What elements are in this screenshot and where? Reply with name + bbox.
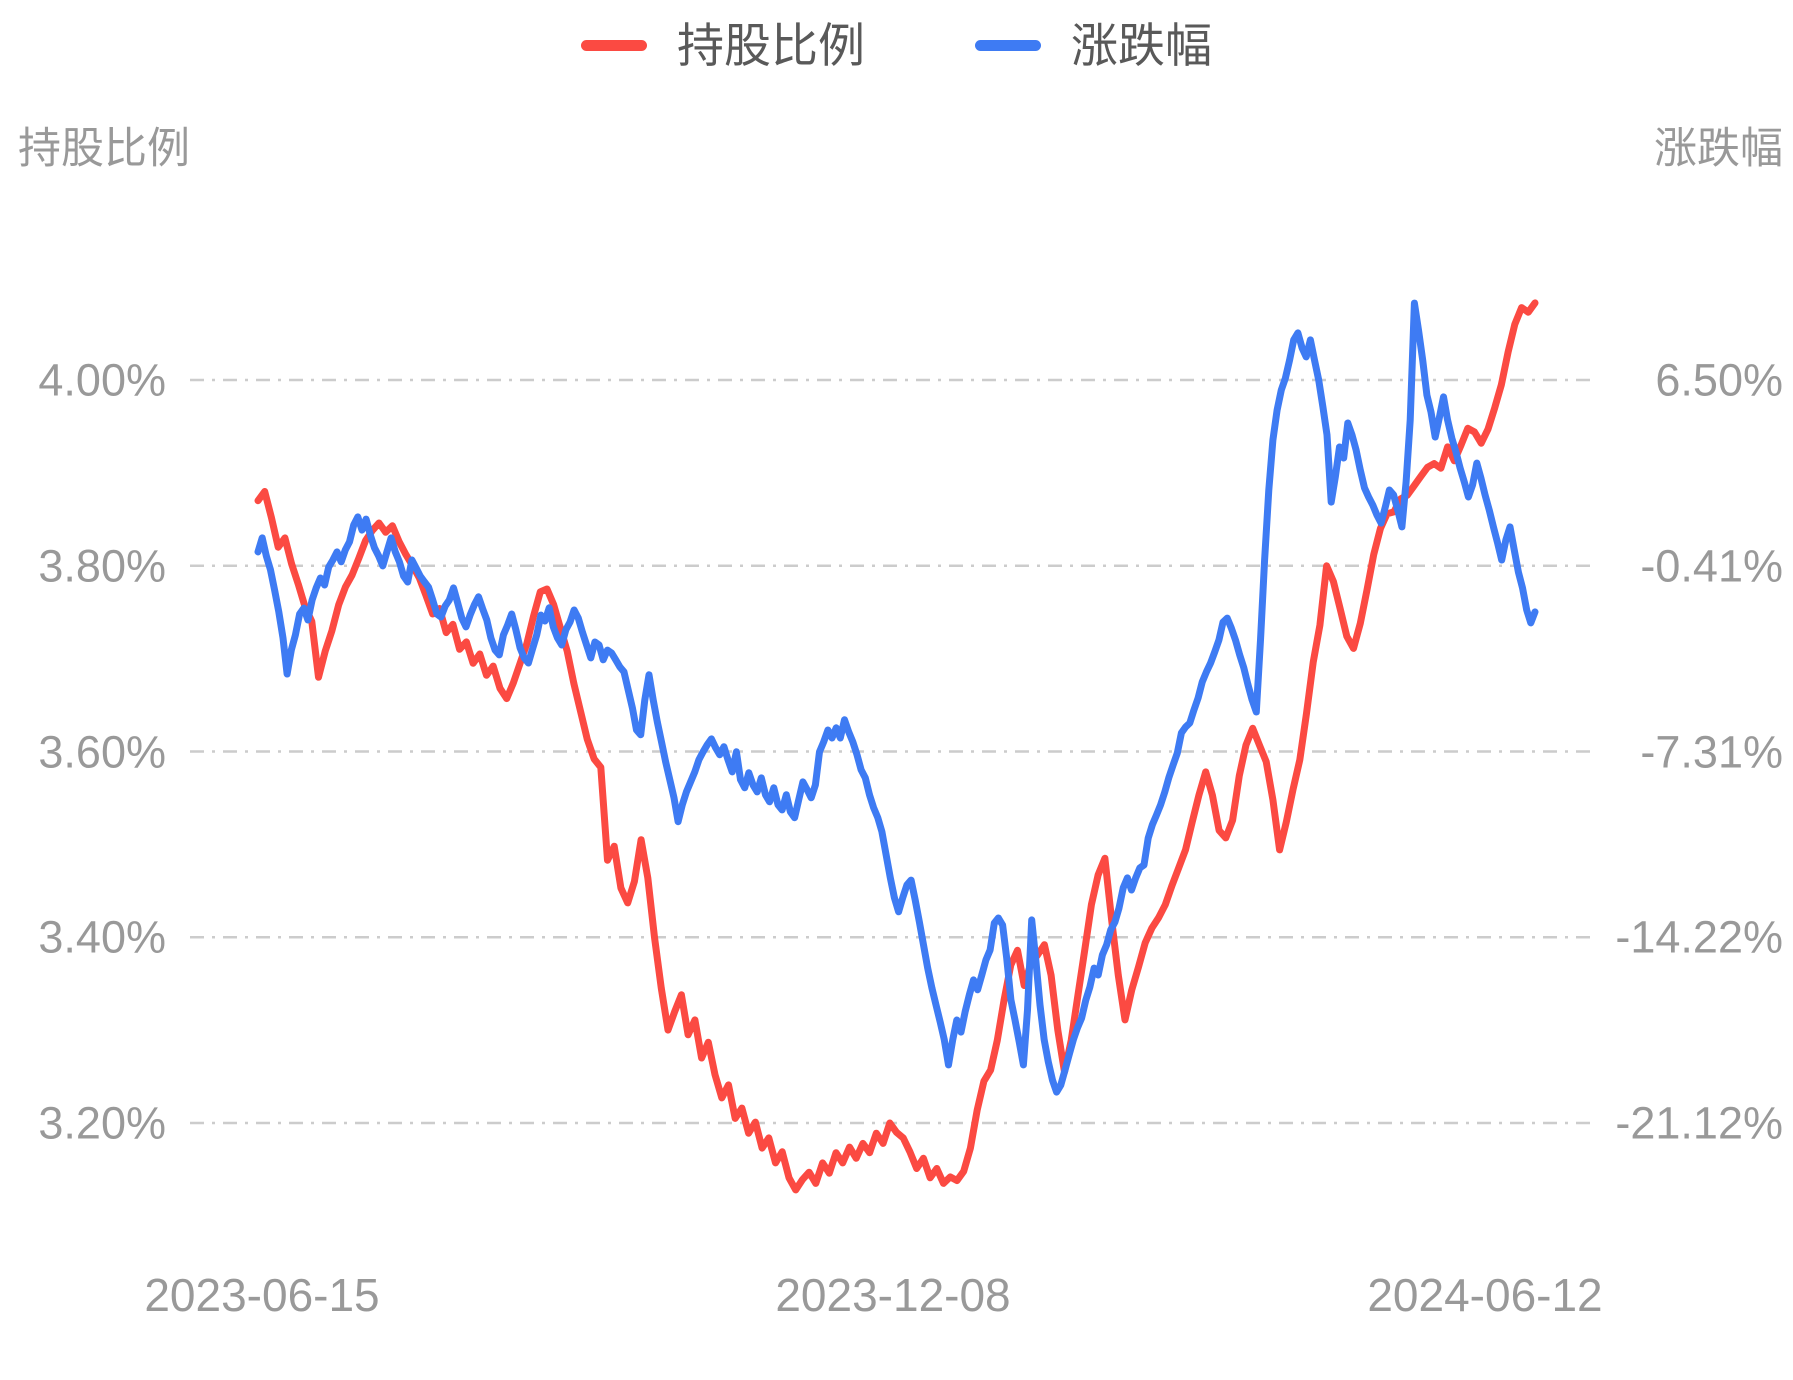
left-axis-tick-label: 3.20% [38, 1097, 166, 1149]
right-axis-tick-label: 6.50% [1655, 354, 1783, 406]
holding-ratio-line[interactable] [254, 299, 1539, 1194]
legend-item-holding-ratio[interactable]: 持股比例 [581, 22, 865, 69]
right-axis-tick-label: -0.41% [1640, 540, 1783, 592]
legend-label-holding-ratio: 持股比例 [677, 19, 865, 72]
legend-label-change-percent: 涨跌幅 [1071, 19, 1212, 72]
legend-marker-change-percent-icon [975, 40, 1041, 51]
right-axis-tick-label: -14.22% [1615, 911, 1783, 963]
left-axis-title: 持股比例 [18, 125, 190, 173]
right-axis-title: 涨跌幅 [1654, 125, 1783, 173]
x-axis-date-label: 2024-06-12 [1367, 1269, 1603, 1321]
right-axis-tick-label: -21.12% [1615, 1097, 1783, 1149]
left-axis-tick-label: 3.60% [38, 726, 166, 777]
x-axis-date-label: 2023-12-08 [775, 1269, 1011, 1321]
x-axis-date-label: 2023-06-15 [144, 1269, 380, 1321]
change-percent-line[interactable] [254, 299, 1539, 1096]
left-axis-tick-label: 4.00% [38, 354, 166, 406]
left-axis-tick-label: 3.80% [38, 540, 166, 592]
right-axis-tick-label: -7.31% [1640, 726, 1783, 777]
chart-legend: 持股比例 涨跌幅 [0, 22, 1793, 69]
legend-item-change-percent[interactable]: 涨跌幅 [975, 22, 1212, 69]
legend-marker-holding-ratio-icon [581, 40, 647, 51]
left-axis-tick-label: 3.40% [38, 911, 166, 963]
